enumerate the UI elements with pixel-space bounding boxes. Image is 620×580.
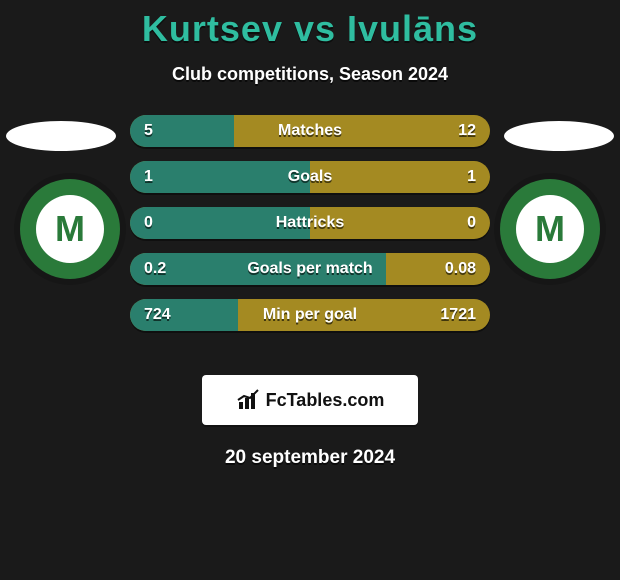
stat-value-left: 0.2 — [144, 260, 166, 278]
stat-bar: Matches512 — [130, 115, 490, 147]
flag-right — [504, 121, 614, 151]
stat-values: 724 1721 — [130, 299, 490, 331]
stat-bars: Matches512Goals11Hattricks00Goals per ma… — [130, 115, 490, 345]
stat-value-right: 12 — [458, 122, 476, 140]
stat-value-right: 1 — [467, 168, 476, 186]
brand-logo: FcTables.com — [202, 375, 418, 425]
stat-values: 11 — [130, 161, 490, 193]
crest-inner-right: M — [516, 195, 584, 263]
stat-values: 0.2 0.08 — [130, 253, 490, 285]
stat-value-left: 724 — [144, 306, 171, 324]
stat-bar: Hattricks00 — [130, 207, 490, 239]
stat-value-right: 0.08 — [445, 260, 476, 278]
comparison-stage: M M Matches512Goals11Hattricks00Goals pe… — [0, 115, 620, 365]
stat-bar: Goals per match0.20.08 — [130, 253, 490, 285]
footer-date: 20 september 2024 — [0, 447, 620, 469]
brand-text: FcTables.com — [266, 390, 385, 411]
chart-icon — [236, 388, 260, 412]
club-crest-right: M — [500, 179, 600, 279]
stat-value-right: 0 — [467, 214, 476, 232]
stat-value-left: 5 — [144, 122, 153, 140]
crest-letter-right: M — [535, 211, 565, 247]
stat-bar: Goals11 — [130, 161, 490, 193]
stat-values: 5 12 — [130, 115, 490, 147]
crest-inner-left: M — [36, 195, 104, 263]
page-subtitle: Club competitions, Season 2024 — [0, 64, 620, 85]
stat-bar: Min per goal7241721 — [130, 299, 490, 331]
stat-value-right: 1721 — [440, 306, 476, 324]
stat-value-left: 0 — [144, 214, 153, 232]
page-title: Kurtsev vs Ivulāns — [0, 0, 620, 50]
stat-value-left: 1 — [144, 168, 153, 186]
club-crest-left: M — [20, 179, 120, 279]
crest-letter-left: M — [55, 211, 85, 247]
stat-values: 00 — [130, 207, 490, 239]
flag-left — [6, 121, 116, 151]
